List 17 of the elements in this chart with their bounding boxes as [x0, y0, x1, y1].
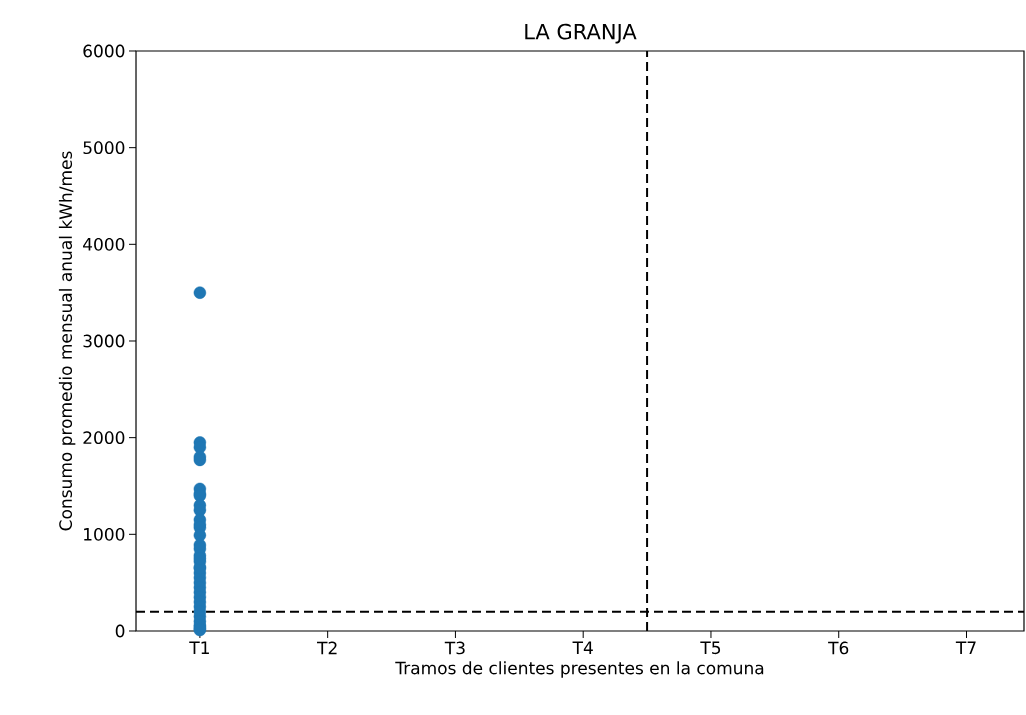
- y-tick-label: 5000: [83, 141, 125, 155]
- chart-title: LA GRANJA: [525, 23, 637, 44]
- y-tick-label: 6000: [83, 44, 125, 58]
- y-tick-label: 0: [115, 624, 125, 638]
- y-tick-label: 4000: [83, 237, 125, 251]
- x-tick-label: T7: [955, 641, 976, 654]
- y-axis-title: Consumo promedio mensual anual kWh/mes: [58, 151, 76, 531]
- x-tick-label: T2: [317, 641, 337, 655]
- x-tick-label: T1: [189, 641, 209, 654]
- x-axis-title: Tramos de clientes presentes en la comuna: [395, 661, 764, 678]
- y-tick-label: 3000: [83, 334, 125, 348]
- x-tick-label: T5: [700, 641, 721, 655]
- x-tick-label: T6: [828, 641, 849, 655]
- x-tick-label: T3: [444, 641, 465, 655]
- y-tick-label: 1000: [84, 527, 125, 541]
- x-tick-label: T4: [572, 641, 593, 654]
- y-tick-label: 2000: [83, 431, 125, 445]
